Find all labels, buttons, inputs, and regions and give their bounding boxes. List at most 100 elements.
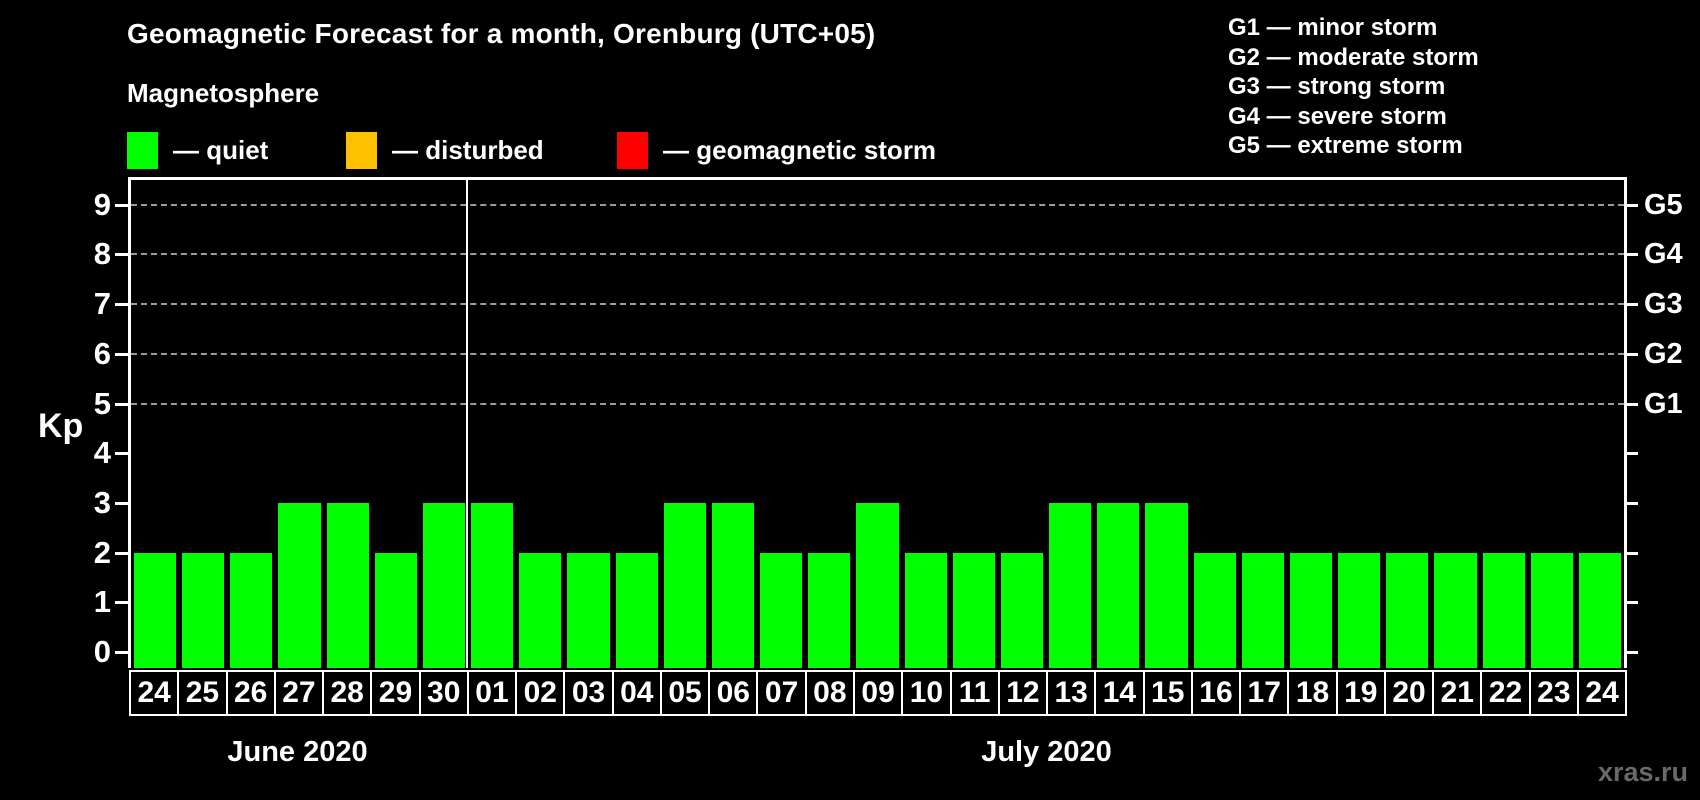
g-legend-line-g4: G4 — severe storm <box>1228 102 1447 130</box>
y-tick-label-4: 4 <box>93 435 111 471</box>
kp-bar <box>1241 552 1284 668</box>
right-tick-kp8 <box>1624 253 1638 257</box>
y-tick-label-5: 5 <box>93 385 111 421</box>
kp-bar <box>1049 502 1092 668</box>
gridline-kp5 <box>131 402 1624 405</box>
kp-bar <box>422 502 466 668</box>
disturbed-color-swatch-icon <box>346 131 377 169</box>
kp-bar <box>615 552 658 668</box>
date-cell: 15 <box>1142 670 1193 716</box>
date-cell: 25 <box>177 670 228 716</box>
date-cell: 14 <box>1094 670 1145 716</box>
date-cell: 01 <box>466 670 518 716</box>
right-axis-label-g5: G5 <box>1644 188 1683 221</box>
kp-bar <box>856 502 899 668</box>
kp-bar <box>1193 552 1236 668</box>
left-tick-kp3 <box>115 501 129 505</box>
month-separator-line <box>466 180 468 668</box>
plot-frame <box>128 177 1627 668</box>
left-tick-kp9 <box>115 203 129 207</box>
date-cell: 03 <box>563 670 614 716</box>
left-tick-kp7 <box>115 303 129 307</box>
right-axis-label-g4: G4 <box>1644 238 1683 271</box>
left-tick-kp8 <box>115 253 129 257</box>
date-cell: 08 <box>804 670 855 716</box>
kp-bar <box>1289 552 1333 668</box>
y-tick-label-3: 3 <box>93 484 111 520</box>
kp-bar <box>1386 552 1429 668</box>
left-tick-kp2 <box>115 551 129 555</box>
kp-bar <box>1097 502 1140 668</box>
legend-item-geomagnetic-storm: — geomagnetic storm <box>617 130 936 170</box>
y-tick-label-8: 8 <box>93 236 111 272</box>
kp-bar <box>663 502 706 668</box>
g-legend-line-g5: G5 — extreme storm <box>1228 132 1463 159</box>
y-tick-label-6: 6 <box>93 335 111 371</box>
date-cell: 09 <box>852 670 904 716</box>
date-cell: 29 <box>370 670 421 716</box>
kp-bar <box>1000 552 1044 668</box>
date-cell: 05 <box>659 670 711 716</box>
left-tick-kp4 <box>115 452 129 456</box>
kp-bar <box>1482 552 1525 668</box>
right-tick-kp1 <box>1624 601 1638 605</box>
y-tick-label-1: 1 <box>93 584 111 620</box>
kp-bar <box>711 502 755 668</box>
date-cell: 27 <box>273 670 325 716</box>
date-cell: 19 <box>1335 670 1386 716</box>
magnetosphere-label: Magnetosphere <box>127 78 320 108</box>
right-axis-label-g2: G2 <box>1644 337 1683 370</box>
gridline-kp6 <box>131 352 1624 355</box>
left-tick-kp1 <box>115 601 129 605</box>
kp-bar <box>1145 502 1188 668</box>
date-cell: 28 <box>322 670 373 716</box>
right-tick-kp0 <box>1624 651 1638 654</box>
kp-bar <box>1578 552 1621 668</box>
watermark: xras.ru <box>1597 757 1688 787</box>
kp-bar <box>1434 552 1477 668</box>
right-axis-label-g1: G1 <box>1644 387 1683 420</box>
kp-bar <box>374 552 417 668</box>
kp-bar <box>1530 552 1573 668</box>
right-tick-kp5 <box>1624 402 1638 406</box>
right-tick-kp9 <box>1624 203 1638 207</box>
g-legend-line-g1: G1 — minor storm <box>1228 14 1438 41</box>
kp-bar <box>326 502 369 668</box>
date-cell: 18 <box>1287 670 1338 716</box>
legend-label-geomagnetic-storm: — geomagnetic storm <box>663 134 937 165</box>
gridline-kp9 <box>131 203 1624 206</box>
date-cell: 17 <box>1239 670 1290 716</box>
date-cell: 12 <box>997 670 1049 716</box>
date-cell: 26 <box>225 670 276 716</box>
date-cell: 24 <box>1576 670 1628 716</box>
kp-bar <box>230 552 273 668</box>
left-tick-kp5 <box>115 402 129 406</box>
legend-label-disturbed: — disturbed <box>392 134 544 165</box>
y-axis-label: Kp <box>38 407 84 445</box>
legend-item-disturbed: — disturbed <box>346 130 544 170</box>
date-cell: 13 <box>1046 670 1097 716</box>
right-tick-kp7 <box>1624 303 1638 307</box>
date-cell: 07 <box>756 670 807 716</box>
right-tick-kp4 <box>1624 452 1638 456</box>
legend-label-quiet: — quiet <box>173 134 269 165</box>
date-cell: 11 <box>949 670 1000 716</box>
g-legend-line-g2: G2 — moderate storm <box>1228 43 1479 71</box>
date-cell: 16 <box>1190 670 1242 716</box>
right-tick-kp6 <box>1624 352 1638 356</box>
y-tick-label-0: 0 <box>93 634 111 669</box>
y-tick-label-9: 9 <box>93 186 111 222</box>
gridline-kp7 <box>131 303 1624 306</box>
date-cell: 04 <box>611 670 662 716</box>
date-cell: 06 <box>708 670 759 716</box>
date-axis: 24 25 26 27 28 29 30 01 02 03 04 05 06 07 08 09 10 11 12 13… <box>129 670 1628 716</box>
right-axis-label-g3: G3 <box>1644 288 1683 321</box>
kp-bar <box>471 502 514 668</box>
month-label-july: July 2020 <box>981 736 1112 768</box>
kp-bar <box>567 552 610 668</box>
y-tick-label-7: 7 <box>93 286 111 322</box>
month-label-june: June 2020 <box>227 736 368 768</box>
geomagnetic-storm-color-swatch-icon <box>617 131 648 169</box>
